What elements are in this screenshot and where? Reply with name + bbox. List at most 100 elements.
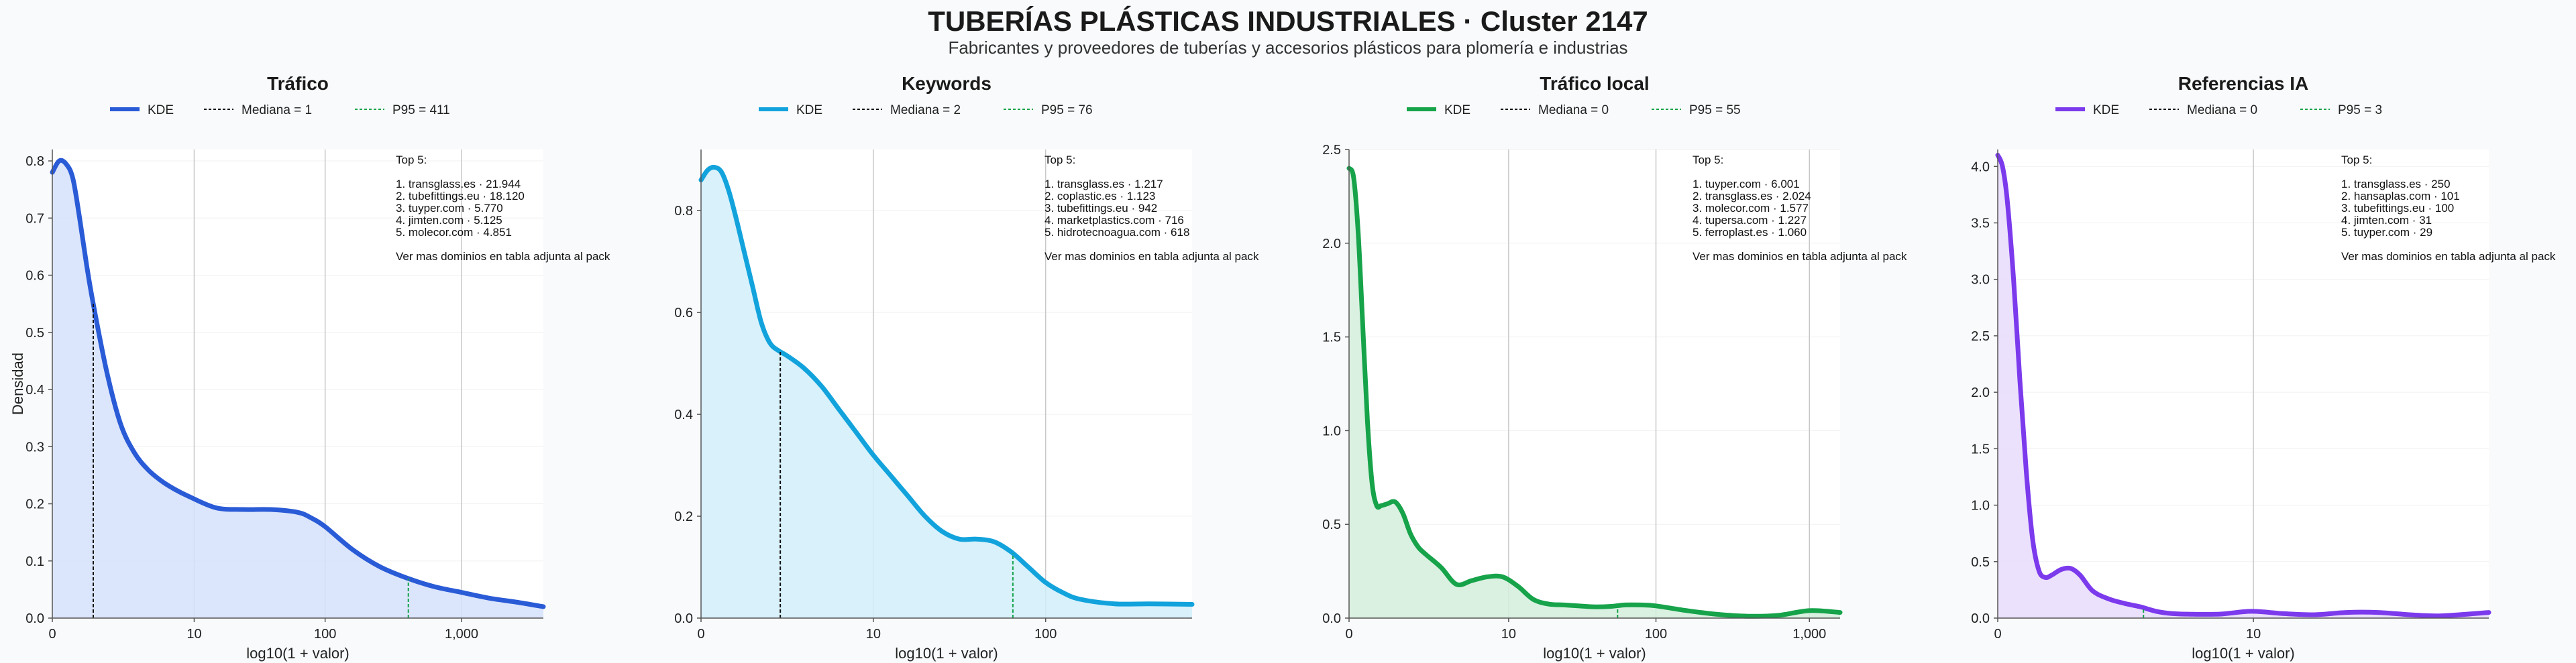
annotation-line: 5. ferroplast.es · 1.060 [1693, 226, 1807, 239]
annotation-line: 3. molecor.com · 1.577 [1693, 202, 1809, 215]
page-subtitle: Fabricantes y proveedores de tuberías y … [948, 38, 1628, 58]
annotation-heading: Top 5: [1693, 154, 1723, 166]
annotation-heading: Top 5: [2341, 154, 2372, 166]
x-tick-label: 0 [1345, 627, 1352, 642]
x-tick-label: 10 [186, 627, 201, 642]
annotation-footer: Ver mas dominios en tabla adjunta al pac… [1693, 250, 1907, 263]
kde-line [698, 164, 1195, 607]
y-tick-label: 0.5 [25, 326, 44, 341]
annotation-line: 3. tubefittings.eu · 942 [1044, 202, 1157, 215]
annotation-heading: Top 5: [1044, 154, 1075, 166]
kde-area [701, 167, 1192, 618]
x-tick-label: 10 [866, 627, 881, 642]
x-tick-label: 100 [314, 627, 336, 642]
x-tick-label: 1,000 [1792, 627, 1826, 642]
y-tick-label: 1.5 [1322, 330, 1341, 345]
y-tick-label: 1.0 [1322, 424, 1341, 438]
legend-median-label: Mediana = 0 [1538, 103, 1609, 117]
y-tick-label: 3.0 [1971, 273, 1990, 288]
chart-panel-4: Referencias IA KDE Mediana = 0 P95 = 3 0.0 0.… [1971, 73, 2556, 662]
annotation-line: 5. hidrotecnoagua.com · 618 [1044, 226, 1189, 239]
y-axis-label: Densidad [9, 353, 26, 415]
annotation-line: 2. tubefittings.eu · 18.120 [396, 190, 525, 202]
annotation-line: 2. transglass.es · 2.024 [1693, 190, 1811, 202]
annotation-footer: Ver mas dominios en tabla adjunta al pac… [396, 250, 610, 263]
legend-median-label: Mediana = 1 [241, 103, 312, 117]
y-tick-label: 2.0 [1322, 237, 1341, 251]
panel-title: Keywords [902, 73, 991, 94]
y-tick-label: 2.0 [1971, 385, 1990, 400]
annotation-line: 1. tuyper.com · 6.001 [1693, 178, 1800, 190]
legend-median-label: Mediana = 0 [2187, 103, 2257, 117]
chart-panel-1: Tráfico KDE Mediana = 1 P95 = 411 0.0 0.1 0.2 0… [9, 73, 610, 662]
x-tick-label: 0 [48, 627, 56, 642]
x-axis-label: log10(1 + valor) [1543, 645, 1646, 662]
x-axis-label: log10(1 + valor) [895, 645, 998, 662]
legend: KDE Mediana = 1 P95 = 411 [110, 103, 450, 117]
panel-title: Referencias IA [2178, 73, 2309, 94]
chart-panel-2: Keywords KDE Mediana = 2 P95 = 76 0.0 0.2 0.4 0… [674, 73, 1259, 662]
annotation-footer: Ver mas dominios en tabla adjunta al pac… [2341, 250, 2556, 263]
annotation-line: 3. tuyper.com · 5.770 [396, 202, 503, 215]
annotation-heading: Top 5: [396, 154, 427, 166]
x-tick-label: 1,000 [445, 627, 478, 642]
annotation-footer: Ver mas dominios en tabla adjunta al pac… [1044, 250, 1259, 263]
annotation-line: 3. tubefittings.eu · 100 [2341, 202, 2454, 215]
kde-line [50, 158, 546, 609]
x-tick-label: 100 [1645, 627, 1667, 642]
y-tick-label: 0.5 [1971, 555, 1990, 570]
annotation-line: 1. transglass.es · 21.944 [396, 178, 521, 190]
legend-p95-label: P95 = 3 [2338, 103, 2382, 117]
legend: KDE Mediana = 0 P95 = 3 [2055, 103, 2382, 117]
legend-p95-label: P95 = 76 [1041, 103, 1093, 117]
annotation-line: 5. tuyper.com · 29 [2341, 226, 2432, 239]
y-tick-label: 0.0 [674, 611, 693, 626]
x-tick-label: 10 [1501, 627, 1516, 642]
y-tick-label: 0.4 [674, 408, 693, 422]
annotation-line: 4. marketplastics.com · 716 [1044, 214, 1184, 227]
kde-line [1346, 166, 1843, 619]
y-tick-label: 3.5 [1971, 216, 1990, 231]
legend-kde-label: KDE [796, 103, 822, 117]
annotation-line: 4. jimten.com · 5.125 [396, 214, 502, 227]
page-title: TUBERÍAS PLÁSTICAS INDUSTRIALES · Cluste… [928, 5, 1648, 37]
annotation-line: 4. jimten.com · 31 [2341, 214, 2432, 227]
legend-median-label: Mediana = 2 [890, 103, 961, 117]
y-tick-label: 0.6 [25, 269, 44, 284]
legend: KDE Mediana = 0 P95 = 55 [1407, 103, 1741, 117]
panel-title: Tráfico [267, 73, 329, 94]
annotation-line: 5. molecor.com · 4.851 [396, 226, 512, 239]
y-tick-label: 0.4 [25, 383, 44, 398]
y-tick-label: 0.2 [674, 509, 693, 524]
y-tick-label: 0.2 [25, 497, 44, 512]
annotation-line: 4. tupersa.com · 1.227 [1693, 214, 1807, 227]
kde-area [52, 160, 543, 619]
legend-kde-label: KDE [148, 103, 174, 117]
x-tick-label: 0 [697, 627, 704, 642]
legend-kde-label: KDE [2093, 103, 2119, 117]
y-tick-label: 2.5 [1322, 143, 1341, 158]
x-axis-label: log10(1 + valor) [2192, 645, 2294, 662]
y-tick-label: 4.0 [1971, 160, 1990, 174]
x-axis-label: log10(1 + valor) [246, 645, 349, 662]
chart-panel-3: Tráfico local KDE Mediana = 0 P95 = 55 0.0 0.… [1322, 73, 1907, 662]
y-tick-label: 0.3 [25, 440, 44, 455]
y-tick-label: 1.0 [1971, 499, 1990, 514]
annotation-line: 1. transglass.es · 1.217 [1044, 178, 1163, 190]
y-tick-label: 0.0 [1971, 611, 1990, 626]
plot-area [1349, 149, 1840, 618]
panel-title: Tráfico local [1540, 73, 1649, 94]
annotation-line: 2. coplastic.es · 1.123 [1044, 190, 1155, 202]
annotation-line: 1. transglass.es · 250 [2341, 178, 2451, 190]
y-tick-label: 0.0 [25, 611, 44, 626]
legend: KDE Mediana = 2 P95 = 76 [759, 103, 1093, 117]
x-tick-label: 0 [1994, 627, 2001, 642]
annotation-line: 2. hansaplas.com · 101 [2341, 190, 2460, 202]
y-tick-label: 0.5 [1322, 518, 1341, 532]
y-tick-label: 0.6 [674, 306, 693, 320]
